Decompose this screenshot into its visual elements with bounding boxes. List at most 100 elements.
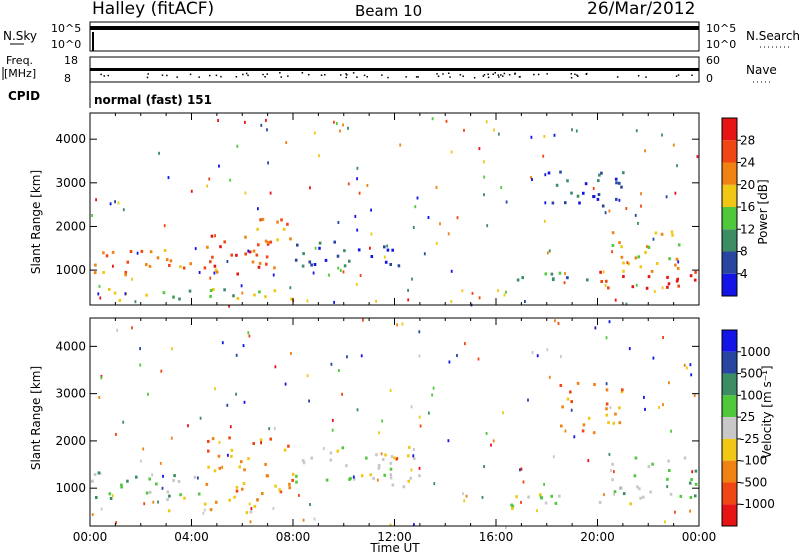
data-cell [670,429,672,433]
data-cell [584,182,588,186]
data-cell [544,173,547,177]
data-cell [342,123,344,127]
data-cell [221,465,224,469]
data-cell [613,490,617,494]
data-cell [520,467,523,471]
data-cell [241,291,244,295]
nave-point [500,74,502,76]
data-cell [608,452,611,456]
data-cell [261,492,264,495]
nsearch-label: N.Search [746,29,800,43]
data-cell [599,270,602,274]
data-cell [310,263,313,267]
velocity-ylabel: Slant Range [km] [29,366,43,470]
velocity-colorbar-swatch [722,351,737,374]
data-cell [265,255,269,259]
data-cell [324,258,328,262]
data-cell [652,356,655,360]
data-cell [124,273,127,277]
data-cell [159,461,162,465]
data-cell [536,354,539,358]
velocity-colorbar-swatch [722,482,737,505]
data-cell [346,355,348,359]
data-cell [284,382,287,386]
data-cell [215,270,219,274]
data-cell [276,238,279,242]
data-cell [614,412,617,416]
data-cell [551,201,555,205]
data-cell [676,164,678,168]
data-cell [640,192,642,196]
data-cell [292,472,295,476]
data-cell [236,297,240,300]
data-cell [120,483,123,487]
data-cell [653,290,656,293]
data-cell [242,482,246,485]
data-cell [527,495,530,499]
cpid-value: normal (fast) 151 [94,93,212,107]
data-cell [391,483,395,487]
data-cell [543,135,546,138]
data-cell [611,462,614,466]
data-cell [605,336,608,340]
data-cell [389,467,393,471]
data-cell [407,445,411,449]
nave-point [107,74,109,77]
data-cell [554,501,558,505]
data-cell [413,448,415,451]
nave-point [247,74,249,77]
data-cell [240,284,243,288]
data-cell [213,264,217,268]
nave-point [366,76,368,78]
data-cell [522,480,525,484]
data-cell [540,496,543,500]
data-cell [218,466,222,470]
data-cell [396,323,398,327]
nave-point [308,73,310,76]
data-cell [347,126,349,130]
data-cell [285,141,288,144]
nave-point [442,73,444,75]
data-cell [226,403,229,407]
power-ylabel: Slant Range [km] [29,170,43,274]
nave-point [537,73,540,76]
data-cell [122,420,125,424]
data-cell [412,457,416,461]
data-cell [147,392,149,396]
power-colorbar-swatch [722,140,737,163]
data-cell [313,263,317,266]
nave-point [519,76,521,78]
data-cell [298,493,300,497]
data-cell [247,457,250,461]
data-cell [152,500,155,504]
data-cell [500,186,503,189]
nsearch-tick-bottom: 10^0 [706,38,736,51]
data-cell [450,300,453,303]
velocity-colorbar-tick-label: -500 [740,475,767,489]
data-cell [464,342,466,346]
data-cell [693,278,697,282]
data-cell [352,477,356,481]
data-cell [563,281,566,285]
data-cell [546,348,549,352]
data-cell [393,456,396,460]
data-cell [485,432,488,435]
site-title: Halley (fitACF) [92,0,214,19]
data-cell [100,376,103,380]
data-cell [314,246,317,250]
data-cell [543,219,546,223]
data-cell [226,260,229,263]
data-cell [652,237,655,241]
data-cell [313,517,316,521]
data-cell [483,193,485,197]
data-cell [618,241,621,245]
data-cell [389,523,392,527]
velocity-colorbar-swatch [722,330,737,352]
nave-label: Nave [746,63,777,77]
data-cell [558,494,561,498]
data-cell [116,328,119,332]
nave-point [352,72,355,74]
data-cell [554,319,556,323]
data-cell [552,455,555,459]
